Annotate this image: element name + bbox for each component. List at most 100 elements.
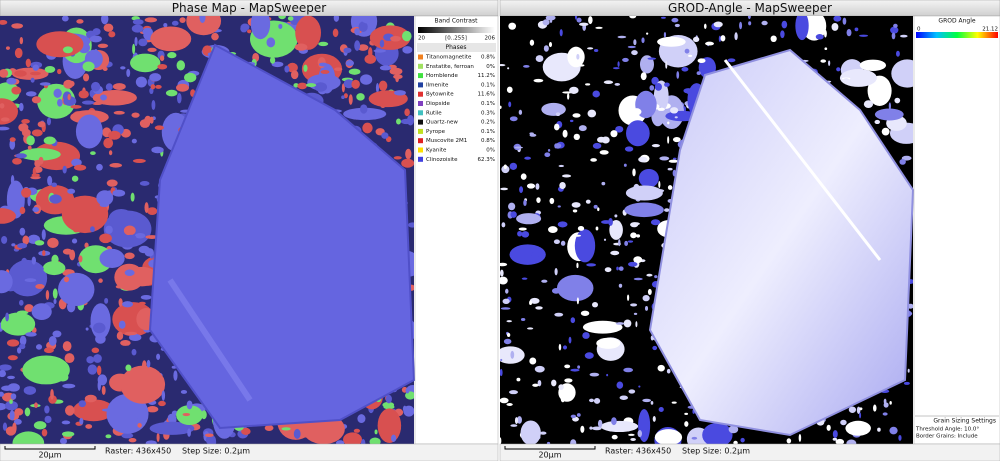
phase-swatch — [418, 147, 423, 153]
grain — [574, 229, 596, 263]
grain — [132, 158, 146, 163]
grain — [26, 135, 35, 146]
phase-swatch — [418, 54, 423, 60]
grain — [589, 372, 600, 377]
grain — [531, 251, 540, 259]
grain — [859, 412, 862, 419]
grain — [131, 112, 140, 118]
grain — [112, 189, 126, 197]
grain — [151, 99, 156, 111]
grain — [96, 365, 102, 376]
scale-label: 20μm — [538, 451, 561, 460]
grain — [108, 150, 113, 156]
grain — [610, 130, 618, 138]
panel-title: Phase Map - MapSweeper — [172, 1, 326, 15]
grain — [734, 32, 738, 41]
phase-swatch — [418, 82, 423, 88]
grain — [405, 387, 410, 394]
grain — [873, 404, 877, 412]
grain — [627, 240, 634, 243]
grain — [640, 72, 647, 81]
grain — [580, 310, 590, 316]
grain — [105, 225, 113, 235]
grain — [649, 85, 655, 91]
grain — [115, 284, 124, 289]
grain — [106, 179, 118, 187]
grain — [901, 155, 912, 161]
status-bar — [0, 443, 499, 461]
grain — [508, 22, 517, 30]
grain — [71, 238, 78, 244]
grain — [521, 277, 528, 280]
grain — [9, 410, 15, 421]
step-info: Step Size: 0.2μm — [682, 447, 750, 456]
grain — [696, 71, 701, 76]
grain — [610, 250, 620, 256]
grain — [845, 420, 871, 436]
grain — [628, 389, 636, 394]
grain — [748, 21, 752, 26]
grain — [614, 214, 618, 218]
grain — [31, 129, 43, 137]
grain — [173, 370, 178, 381]
grain — [63, 110, 68, 116]
grain — [61, 195, 109, 234]
grain — [824, 47, 828, 51]
grain — [11, 243, 16, 247]
grain — [402, 405, 407, 412]
grain — [657, 36, 686, 47]
grain — [554, 312, 564, 317]
grain — [320, 69, 330, 74]
grain — [524, 156, 531, 160]
legend-min: 20 — [418, 36, 425, 42]
grain — [157, 63, 168, 70]
grain — [6, 77, 17, 85]
grain — [278, 16, 286, 20]
phase-name: Titanomagnetite — [425, 55, 472, 61]
grain — [45, 290, 50, 300]
grain — [85, 327, 89, 331]
grain — [542, 19, 550, 26]
grain — [95, 334, 106, 344]
grain — [118, 320, 126, 329]
grain — [137, 423, 142, 428]
grain — [364, 54, 377, 64]
grain — [44, 415, 52, 424]
grain — [396, 118, 401, 125]
grain — [78, 90, 89, 99]
grain — [554, 268, 558, 276]
grain — [713, 21, 723, 28]
grain — [0, 208, 16, 224]
grain — [104, 297, 109, 304]
grain — [597, 136, 606, 143]
phase-name: Ilmenite — [426, 82, 449, 88]
phase-name: Hornblende — [426, 73, 459, 79]
grain — [134, 36, 138, 47]
grain — [636, 234, 641, 238]
grain — [165, 89, 178, 97]
grain — [535, 55, 544, 63]
legend-min: 0 — [917, 27, 921, 33]
grain — [654, 82, 662, 91]
grain — [0, 126, 10, 131]
grain — [833, 16, 842, 22]
grain — [681, 66, 689, 72]
grain — [19, 343, 26, 350]
grain — [30, 175, 41, 180]
grain — [567, 93, 570, 100]
grain — [11, 86, 22, 95]
grain — [374, 429, 378, 435]
grain — [616, 381, 624, 389]
grain — [138, 301, 146, 305]
grain — [893, 23, 898, 28]
grain — [739, 21, 743, 30]
grain — [57, 98, 63, 107]
grain — [334, 67, 343, 72]
grain — [549, 18, 553, 23]
grain — [180, 390, 188, 394]
grain — [571, 202, 581, 208]
grain — [684, 48, 690, 54]
grain — [343, 93, 348, 99]
grain — [287, 16, 294, 21]
grain — [37, 121, 46, 128]
